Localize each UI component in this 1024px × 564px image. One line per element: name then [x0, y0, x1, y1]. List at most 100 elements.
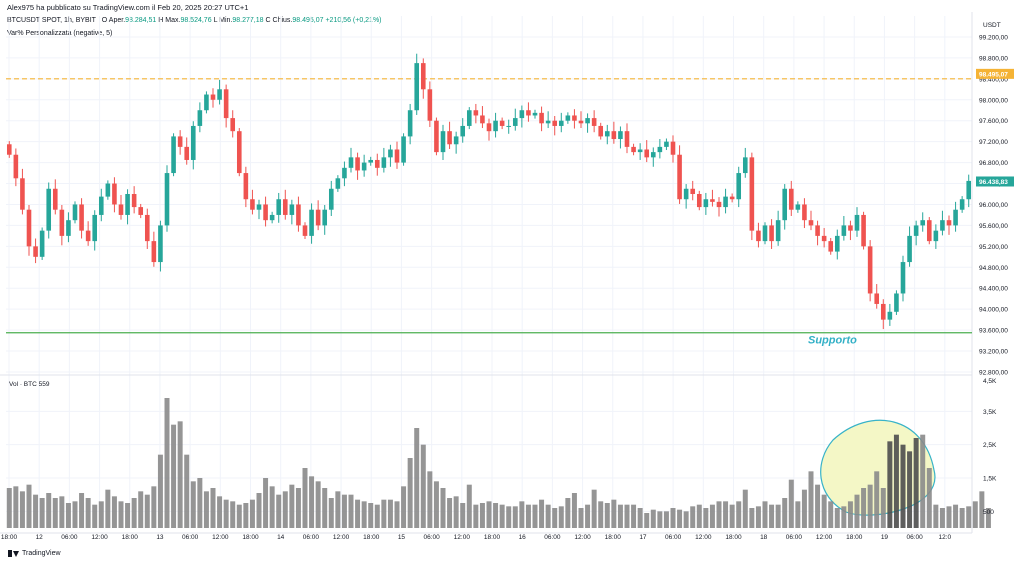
candle-body	[756, 230, 761, 242]
volume-bar	[394, 501, 400, 528]
time-tick-label: 12:00	[454, 534, 471, 541]
time-tick-label: 18:00	[363, 534, 380, 541]
candle-body	[585, 118, 590, 124]
candle-body	[854, 214, 860, 231]
candle-body	[703, 199, 709, 208]
volume-bar	[295, 488, 301, 528]
candle-body	[184, 146, 190, 160]
candle-body	[604, 131, 610, 137]
symbol-info-line: BTCUSDT SPOT, 1h, BYBIT O Aper.98.284,51…	[7, 17, 382, 24]
candle-body	[480, 115, 485, 124]
candle-body	[394, 149, 400, 163]
volume-bar	[703, 508, 709, 528]
candle-body	[269, 214, 275, 221]
volume-bar	[493, 503, 499, 528]
time-tick-label: 13	[156, 534, 164, 541]
volume-bar	[808, 471, 814, 528]
candle-body	[98, 196, 104, 215]
open-indicator: O	[101, 17, 108, 24]
volume-bar	[387, 499, 393, 528]
candle-body	[834, 235, 840, 252]
candle-body	[217, 89, 222, 100]
candle-body	[591, 118, 597, 126]
price-tick-label: 98.800,00	[979, 55, 1008, 62]
volume-bar	[749, 508, 755, 528]
high-value: 98.524,76	[180, 17, 212, 24]
candle-body	[933, 230, 939, 242]
candle-body	[611, 131, 617, 140]
candle-body	[710, 199, 715, 202]
candle-body	[328, 188, 334, 210]
candle-body	[66, 220, 71, 236]
candle-body	[26, 209, 32, 247]
time-tick-label: 14	[277, 534, 285, 541]
volume-bar	[39, 498, 45, 528]
time-tick-label: 06:00	[786, 534, 803, 541]
candle-body	[414, 63, 420, 111]
open-label: Aper.	[108, 17, 126, 24]
volume-bar	[847, 501, 853, 528]
volume-bar	[578, 508, 584, 528]
candle-body	[775, 220, 781, 242]
price-tick-label: 96.000,00	[979, 202, 1008, 209]
time-tick-label: 12:00	[695, 534, 712, 541]
volume-bar	[966, 506, 972, 528]
candle-body	[828, 241, 834, 252]
time-tick-label: 18:00	[846, 534, 863, 541]
time-tick-label: 18:00	[1, 534, 18, 541]
time-tick-label: 18:00	[122, 534, 139, 541]
price-tag-label: 98.495,07	[979, 71, 1008, 78]
volume-tick-label: 2,5K	[983, 442, 997, 449]
min-label: Min.	[219, 17, 233, 24]
candle-body	[263, 204, 268, 221]
volume-bar	[138, 491, 144, 528]
candle-body	[335, 178, 341, 189]
volume-bar	[460, 503, 466, 528]
tradingview-logo[interactable]: TradingView	[8, 550, 61, 557]
candle-body	[650, 152, 656, 158]
candle-body	[92, 214, 98, 242]
volume-bar	[893, 434, 899, 528]
candle-body	[407, 110, 413, 137]
candle-body	[532, 112, 538, 116]
candle-body	[782, 188, 788, 221]
candle-body	[158, 225, 163, 263]
volume-bar	[499, 504, 505, 528]
volume-bar	[552, 508, 558, 528]
candle-body	[171, 136, 176, 174]
candle-body	[342, 167, 347, 179]
candle-body	[769, 225, 774, 242]
volume-bar	[479, 503, 485, 528]
candle-body	[250, 199, 255, 210]
candle-body	[374, 159, 380, 168]
volume-bar	[755, 506, 761, 528]
candle-body	[401, 136, 406, 163]
candle-body	[125, 194, 130, 215]
volume-bar	[289, 484, 295, 528]
tradingview-brand: TradingView	[22, 550, 61, 557]
volume-bar	[670, 508, 676, 528]
candle-body	[243, 173, 249, 200]
volume-bar	[709, 504, 715, 528]
volume-bar	[433, 481, 439, 528]
volume-bar	[972, 501, 978, 528]
volume-bar	[328, 498, 334, 528]
volume-bar	[729, 504, 735, 528]
candle-body	[460, 125, 466, 137]
candle-body	[598, 125, 604, 137]
time-tick-label: 16	[519, 534, 527, 541]
candle-body	[39, 230, 45, 257]
candle-body	[79, 204, 84, 231]
volume-bar	[611, 499, 617, 528]
volume-bar	[598, 501, 604, 528]
candle-body	[20, 178, 25, 210]
candle-body	[72, 204, 78, 221]
price-tick-label: 94.400,00	[979, 286, 1008, 293]
candle-body	[420, 63, 426, 90]
candle-body	[315, 209, 321, 226]
indicator-label: Var% Personalizzata (negative, 5)	[7, 30, 113, 37]
volume-bar	[486, 501, 492, 528]
volume-bar	[604, 503, 610, 528]
